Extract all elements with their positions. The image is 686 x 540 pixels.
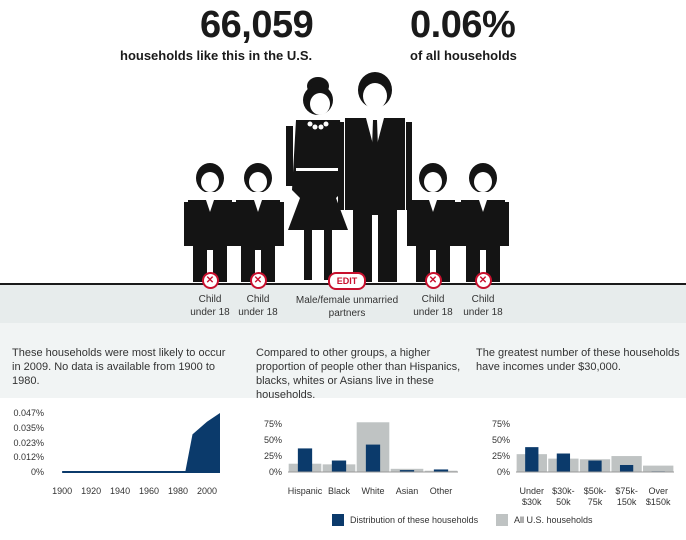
remove-member-button[interactable]: ✕	[201, 272, 219, 289]
race-bar-these	[331, 460, 347, 472]
race-category-label: Asian	[396, 486, 419, 496]
race-category-label: White	[361, 486, 384, 496]
income-category-label: 75k	[588, 497, 603, 505]
income-category-label: $30k	[522, 497, 542, 505]
race-ytick-label: 25%	[264, 451, 282, 461]
legend-all-label: All U.S. households	[514, 515, 593, 525]
year-description: These households were most likely to occ…	[12, 347, 226, 387]
year-ytick-label: 0.047%	[13, 408, 44, 418]
ground-band	[0, 283, 686, 325]
year-xtick-label: 1980	[168, 486, 188, 496]
member-label: Child	[471, 294, 495, 305]
income-ytick-label: 50%	[492, 435, 510, 445]
income-category-label: $75k-	[615, 486, 638, 496]
race-bar-chart: 0% 25% 50% 75% Hispanic Black White Asian Other	[264, 419, 458, 496]
income-category-label: Over	[648, 486, 668, 496]
year-xtick-label: 1960	[139, 486, 159, 496]
race-bar-these	[399, 470, 415, 472]
year-xtick-label: 1940	[110, 486, 130, 496]
year-area-chart: 0% 0.012% 0.023% 0.035% 0.047% 1900 1920 1940 19…	[13, 408, 220, 496]
child-figure-4	[457, 163, 509, 282]
race-category-label: Hispanic	[288, 486, 323, 496]
household-count: 66,059	[200, 4, 314, 46]
income-category-label: $30k-	[552, 486, 575, 496]
year-xtick-label: 2000	[197, 486, 217, 496]
child-figure-2	[232, 163, 284, 282]
member-3: EDIT Male/female unmarried partners	[282, 272, 412, 320]
member-label: under 18	[413, 307, 453, 318]
income-bar-all	[611, 456, 642, 472]
member-label: Male/female unmarried	[295, 295, 399, 306]
income-bar-these	[619, 464, 634, 472]
household-figures-illustration	[184, 72, 509, 282]
member-5: ✕ Child under 18	[453, 272, 513, 319]
edit-partners-button[interactable]: EDIT	[328, 272, 366, 290]
race-ytick-label: 75%	[264, 419, 282, 429]
race-bar-these	[365, 444, 381, 472]
year-ytick-label: 0.012%	[13, 452, 44, 462]
year-xtick-label: 1920	[81, 486, 101, 496]
child-figure-3	[407, 163, 459, 282]
member-label: Child	[246, 294, 270, 305]
legend-these-label: Distribution of these households	[350, 515, 479, 525]
description-band	[0, 323, 686, 398]
man-figure	[338, 72, 412, 282]
member-1: ✕ Child under 18	[180, 272, 240, 319]
legend-these-swatch	[332, 514, 344, 526]
member-label: Child	[198, 294, 222, 305]
income-category-label: $50k-	[584, 486, 607, 496]
race-ytick-label: 50%	[264, 435, 282, 445]
income-bar-these	[556, 453, 571, 472]
race-bar-these	[433, 469, 449, 472]
remove-member-button[interactable]: ✕	[249, 272, 267, 289]
income-category-label: $150k	[646, 497, 671, 505]
income-bar-these	[525, 447, 539, 472]
legend-all-swatch	[496, 514, 508, 526]
income-ytick-label: 0%	[497, 467, 510, 477]
income-description: The greatest number of these households …	[476, 347, 680, 373]
year-xtick-label: 1900	[52, 486, 72, 496]
income-bar-chart: 0% 25% 50% 75% Under$30k $30k-50k $50k-75k $75k…	[492, 419, 674, 505]
income-category-label: 150k	[617, 497, 637, 505]
legend-all: All U.S. households	[496, 514, 593, 526]
race-bar-these	[297, 448, 313, 472]
year-area-series	[62, 413, 220, 472]
member-4: ✕ Child under 18	[403, 272, 463, 319]
member-label: Child	[421, 294, 445, 305]
child-figure-1	[184, 163, 236, 282]
member-label: under 18	[463, 307, 503, 318]
woman-figure	[286, 77, 348, 280]
race-category-label: Other	[430, 486, 453, 496]
member-label: partners	[328, 308, 366, 319]
member-label: under 18	[238, 307, 278, 318]
member-label: under 18	[190, 307, 230, 318]
household-share: 0.06%	[410, 4, 516, 46]
race-description: Compared to other groups, a higher propo…	[256, 347, 461, 401]
income-ytick-label: 25%	[492, 451, 510, 461]
household-count-label: households like this in the U.S.	[120, 48, 313, 63]
income-bar-all	[643, 465, 674, 472]
race-ytick-label: 0%	[269, 467, 282, 477]
remove-member-button[interactable]: ✕	[424, 272, 442, 289]
remove-member-button[interactable]: ✕	[474, 272, 492, 289]
income-category-label: Under	[520, 486, 545, 496]
year-ytick-label: 0.035%	[13, 423, 44, 433]
income-ytick-label: 75%	[492, 419, 510, 429]
income-bar-these	[588, 460, 602, 472]
household-share-label: of all households	[410, 48, 517, 63]
member-2: ✕ Child under 18	[228, 272, 288, 319]
legend-these: Distribution of these households	[332, 514, 478, 526]
race-category-label: Black	[328, 486, 351, 496]
year-ytick-label: 0%	[31, 467, 44, 477]
year-ytick-label: 0.023%	[13, 438, 44, 448]
income-category-label: 50k	[556, 497, 571, 505]
